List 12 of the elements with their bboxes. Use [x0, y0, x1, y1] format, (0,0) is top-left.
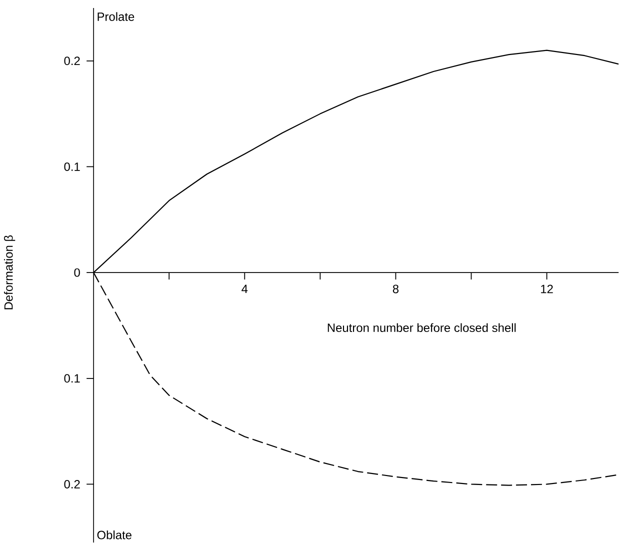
y-tick-label: 0.2	[64, 56, 80, 66]
y-tick-label: 0	[74, 268, 80, 277]
annotation: Oblate	[97, 530, 132, 540]
y-tick-label: 0.1	[64, 374, 80, 383]
annotation: Prolate	[98, 12, 134, 21]
y-tick-label: 0.2	[64, 480, 80, 489]
x-tick-label: 8	[392, 284, 399, 294]
x-axis-title: Neutron number before closed shell	[328, 323, 516, 332]
y-axis-title: Deformation β	[4, 235, 16, 310]
x-tick-label: 12	[541, 284, 553, 294]
x-tick-label: 4	[242, 284, 248, 294]
y-tick-label: 0.1	[64, 162, 80, 171]
